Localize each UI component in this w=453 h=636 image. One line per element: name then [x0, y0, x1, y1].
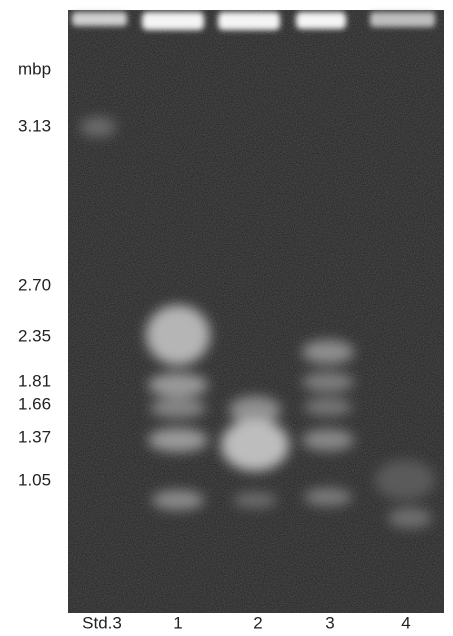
size-label: 1.05 — [18, 470, 51, 489]
size-label: 2.70 — [18, 275, 51, 294]
size-label: 2.35 — [18, 326, 51, 345]
lane-label: 2 — [253, 613, 262, 632]
lane-label: 4 — [401, 613, 410, 632]
gel-figure: mbp 3.13 2.70 2.35 1.81 1.66 1.37 1.05 S… — [0, 0, 453, 636]
lane-label: 3 — [325, 613, 334, 632]
size-label: 3.13 — [18, 116, 51, 135]
gel-texture — [68, 10, 444, 613]
size-label: 1.66 — [18, 394, 51, 413]
size-label: 1.37 — [18, 427, 51, 446]
size-label: 1.81 — [18, 371, 51, 390]
axis-label: mbp — [18, 59, 51, 78]
lane-label: Std.3 — [82, 613, 122, 632]
lane-label: 1 — [173, 613, 182, 632]
